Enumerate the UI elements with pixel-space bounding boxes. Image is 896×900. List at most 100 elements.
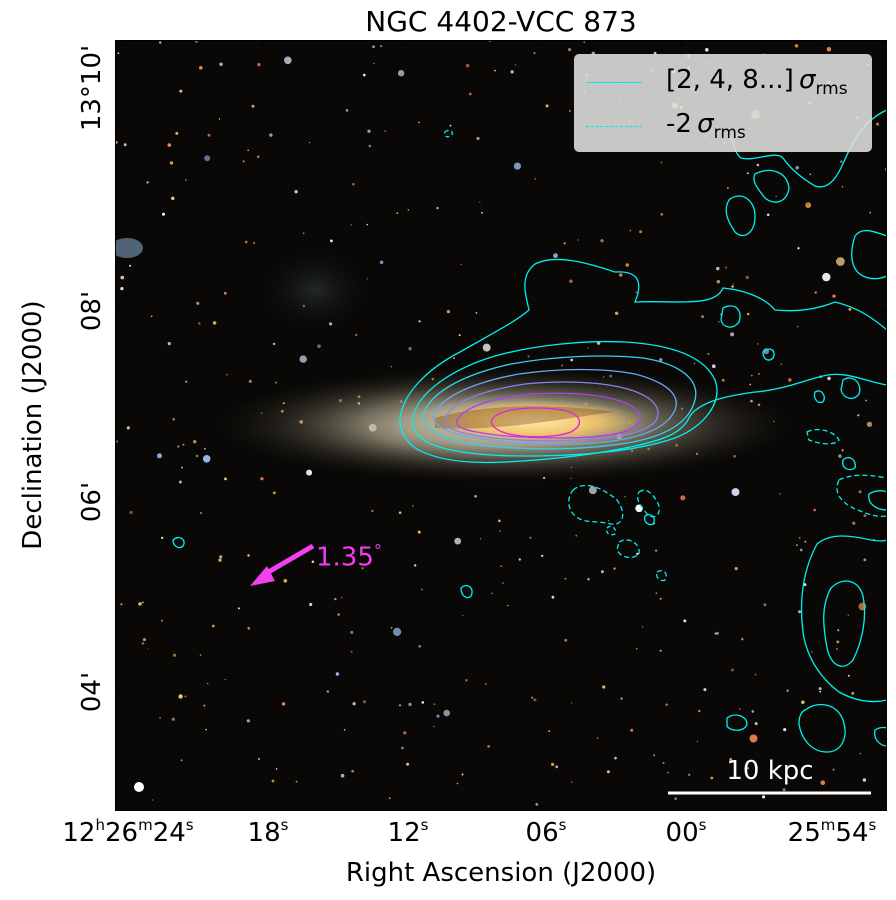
star xyxy=(212,624,215,628)
star xyxy=(659,649,662,652)
star xyxy=(317,344,321,349)
legend: [2, 4, 8...] σrms -2 σrms xyxy=(574,54,872,152)
star xyxy=(141,642,145,645)
star xyxy=(577,239,579,241)
star xyxy=(465,679,468,682)
star xyxy=(120,287,124,291)
star xyxy=(662,762,665,764)
star xyxy=(716,266,720,271)
star xyxy=(178,480,182,484)
star xyxy=(555,765,559,769)
star xyxy=(613,567,616,570)
star xyxy=(701,315,705,319)
star xyxy=(306,469,313,476)
star xyxy=(458,334,461,337)
star xyxy=(798,610,802,614)
star xyxy=(465,64,470,68)
star xyxy=(350,630,354,634)
star xyxy=(696,740,699,743)
star xyxy=(218,558,222,562)
star xyxy=(783,728,787,732)
star xyxy=(355,333,358,336)
star xyxy=(529,536,532,539)
star xyxy=(739,708,741,710)
star xyxy=(653,754,656,757)
star xyxy=(397,70,405,77)
star xyxy=(746,767,750,770)
star xyxy=(725,266,728,269)
star xyxy=(311,560,315,564)
star xyxy=(863,558,867,562)
star xyxy=(199,66,203,70)
star xyxy=(820,780,826,785)
beam-marker xyxy=(134,782,144,792)
star xyxy=(351,769,354,773)
star xyxy=(780,363,783,366)
star xyxy=(390,626,393,629)
star xyxy=(147,648,149,650)
star xyxy=(460,263,462,266)
star xyxy=(237,607,240,610)
x-tick-label: 18s xyxy=(247,816,289,848)
star xyxy=(859,752,862,755)
star xyxy=(361,567,364,570)
star xyxy=(159,41,162,44)
star xyxy=(303,232,305,234)
star xyxy=(809,173,812,176)
star xyxy=(272,342,276,346)
star xyxy=(797,247,800,250)
star xyxy=(575,534,578,537)
star xyxy=(396,212,399,215)
star xyxy=(847,674,850,677)
contour-level-5 xyxy=(444,381,659,442)
star xyxy=(167,143,172,147)
contour-level-3 xyxy=(422,355,697,450)
star xyxy=(665,703,668,706)
star xyxy=(827,376,831,381)
star xyxy=(510,70,514,74)
star xyxy=(715,631,719,635)
star xyxy=(181,466,183,469)
star xyxy=(204,155,211,162)
star xyxy=(841,449,844,452)
legend-entry-solid: [2, 4, 8...] σrms xyxy=(586,62,848,102)
star xyxy=(683,619,687,623)
star xyxy=(614,311,619,315)
star xyxy=(202,455,211,463)
star xyxy=(205,728,207,731)
star xyxy=(587,577,590,581)
star xyxy=(184,695,187,698)
star xyxy=(161,619,163,622)
star xyxy=(535,803,539,806)
star xyxy=(513,162,521,170)
star xyxy=(412,504,414,507)
star xyxy=(162,212,165,216)
star xyxy=(533,52,536,55)
star xyxy=(680,495,686,501)
star xyxy=(373,62,375,65)
star xyxy=(619,273,623,277)
legend-solid-line xyxy=(586,81,642,83)
star xyxy=(242,160,245,163)
star xyxy=(608,520,610,522)
star xyxy=(734,567,738,571)
star xyxy=(219,62,223,66)
x-tick-label: 25m54s xyxy=(787,816,877,848)
star xyxy=(177,445,180,448)
star xyxy=(150,315,153,318)
legend-solid-label: [2, 4, 8...] σrms xyxy=(666,64,848,100)
star xyxy=(693,362,696,365)
star xyxy=(707,352,710,355)
galaxy-ngc4402 xyxy=(215,367,795,483)
star xyxy=(541,554,544,557)
star xyxy=(335,672,340,676)
star xyxy=(659,597,662,600)
faint-galaxy xyxy=(255,245,375,335)
star xyxy=(294,190,298,194)
star xyxy=(299,355,307,363)
star xyxy=(655,592,658,595)
image-title: NGC 4402-VCC 873 xyxy=(365,5,637,38)
star xyxy=(363,73,366,77)
star xyxy=(257,63,261,67)
star xyxy=(729,758,732,761)
